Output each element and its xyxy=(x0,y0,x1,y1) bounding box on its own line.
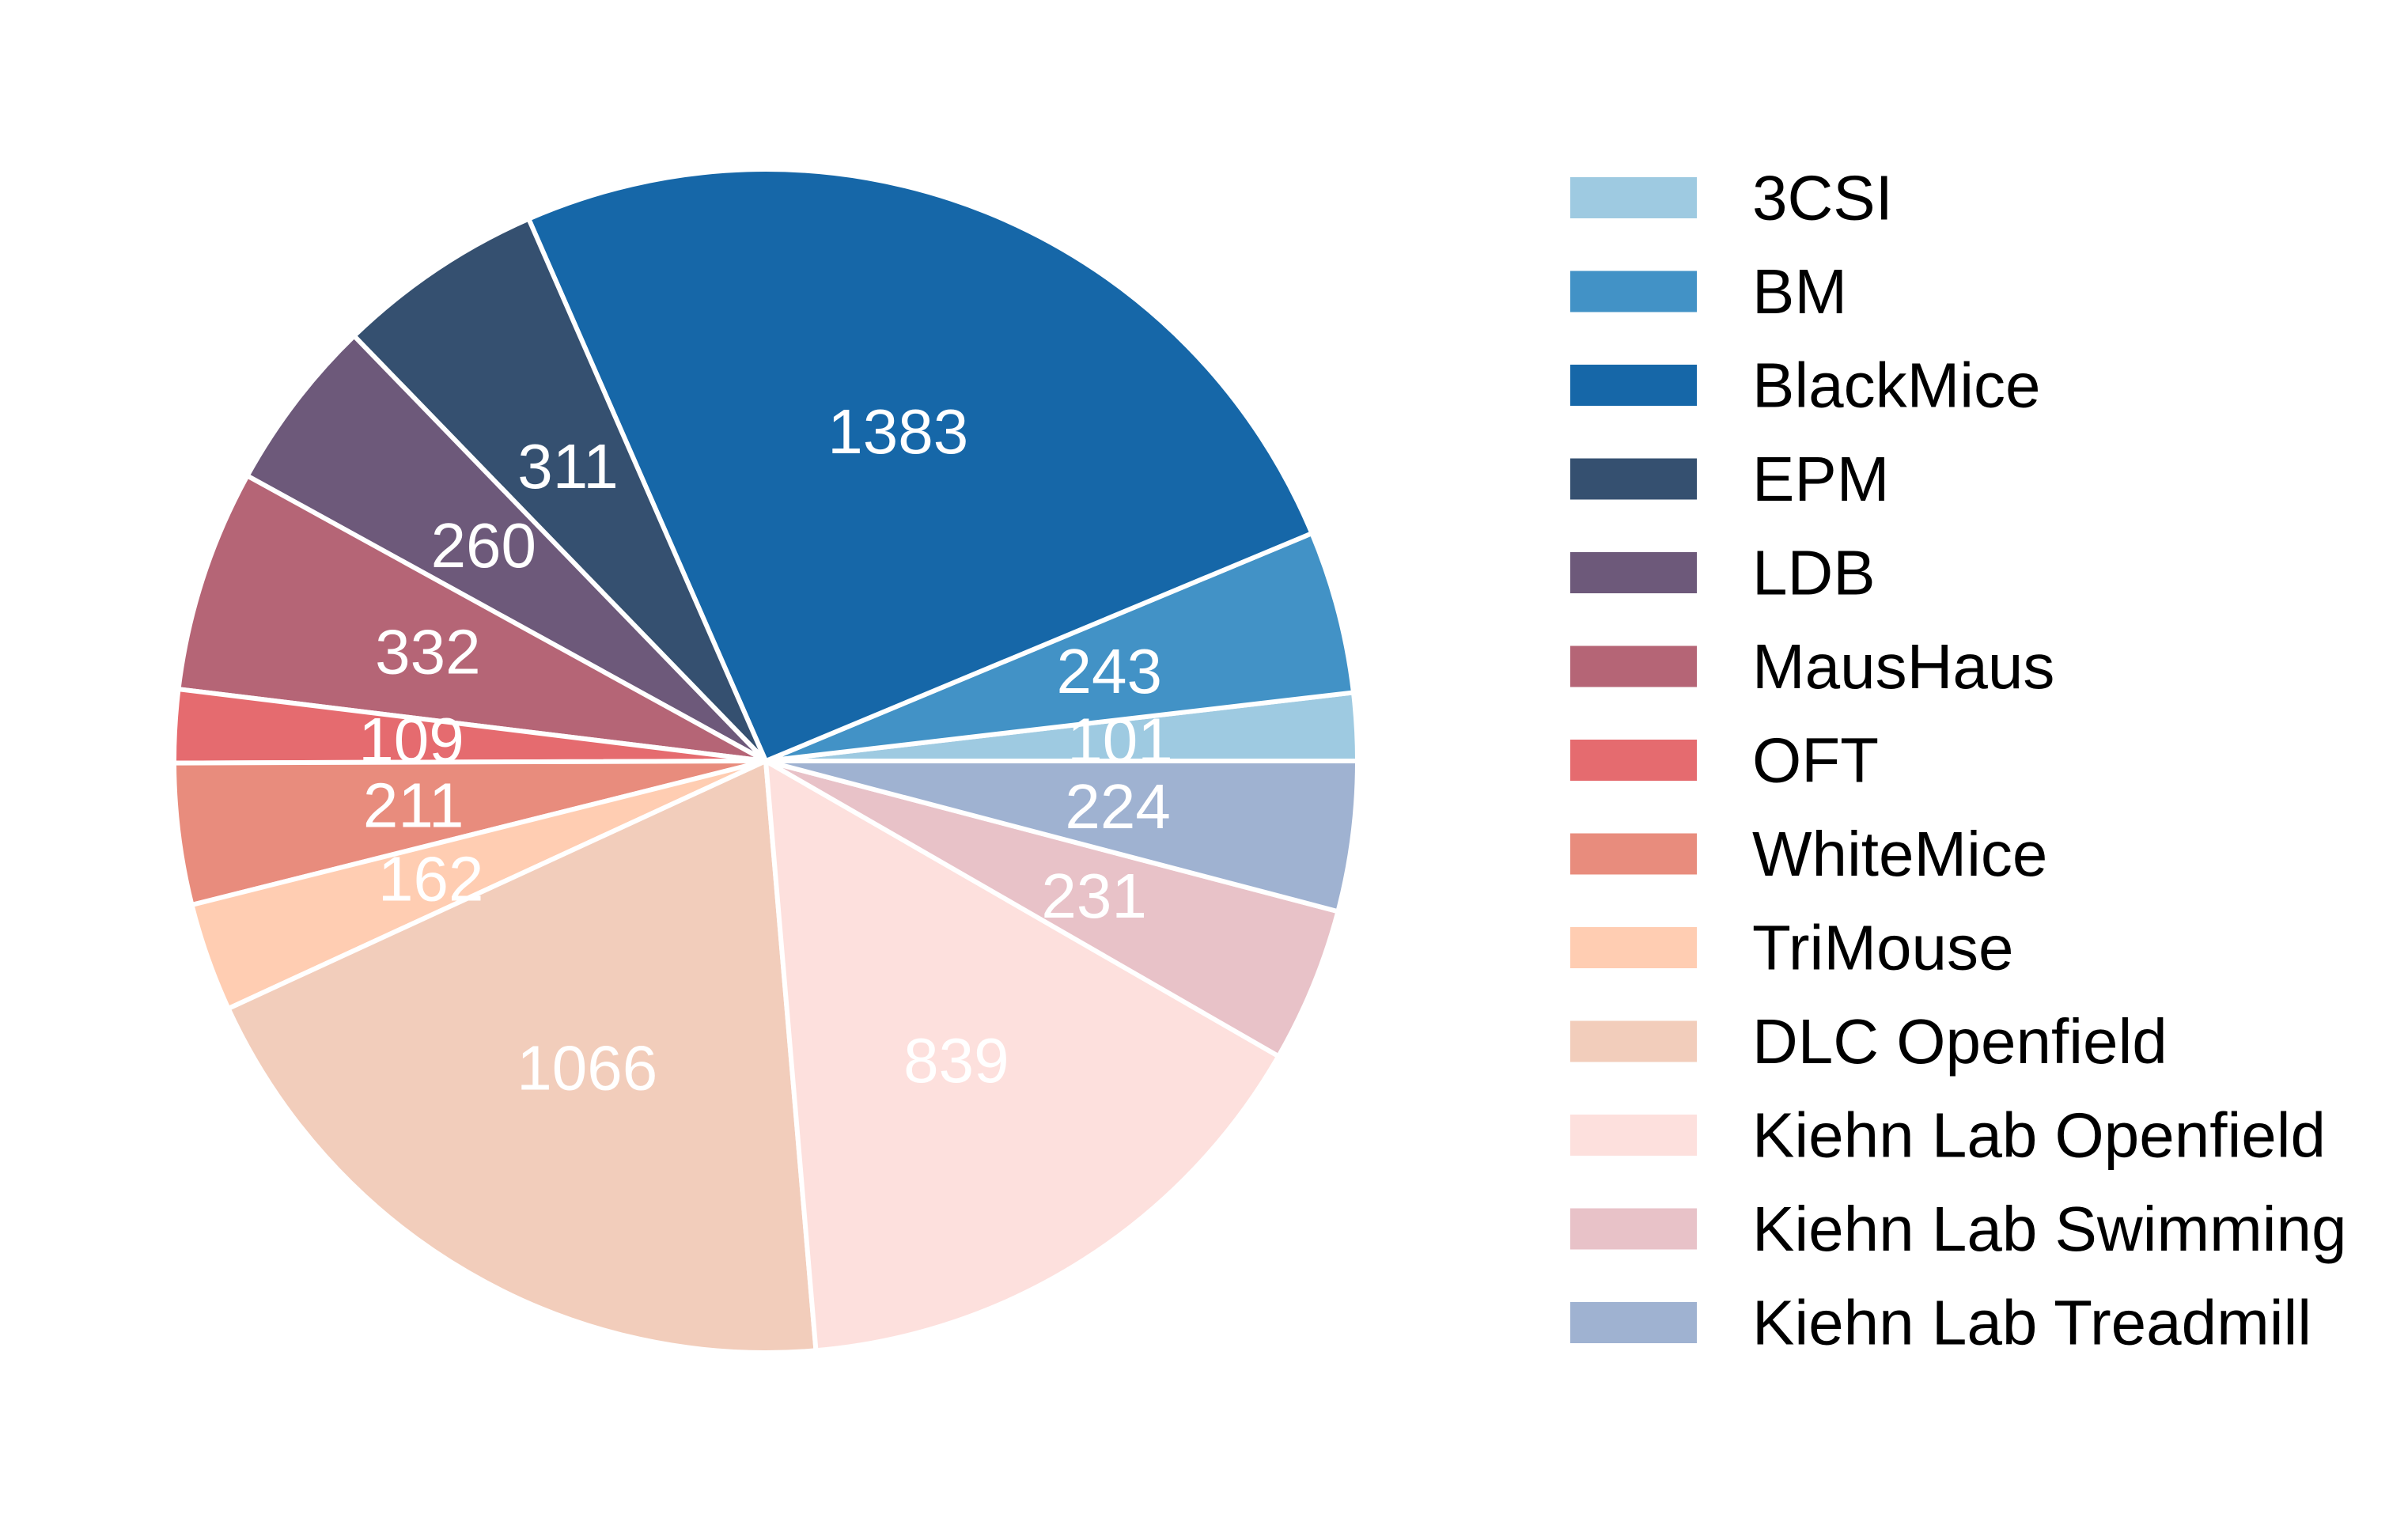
legend-item-kiehn-lab-swimming: Kiehn Lab Swimming xyxy=(1570,1194,2346,1264)
legend-label-epm: EPM xyxy=(1752,444,1889,514)
legend-label-maushaus: MausHaus xyxy=(1752,631,2054,702)
pie-slice-dlc-openfield xyxy=(225,759,819,1355)
legend-label-trimouse: TriMouse xyxy=(1752,913,2013,983)
legend-item-ldb: LDB xyxy=(1570,538,1876,608)
legend-item-3csi: 3CSI xyxy=(1570,163,1893,233)
legend-item-kiehn-lab-openfield: Kiehn Lab Openfield xyxy=(1570,1100,2326,1171)
slice-value-label-trimouse: 162 xyxy=(378,844,483,914)
legend: 3CSI BM BlackMice EPM LDB MausHaus OFT WhiteMic… xyxy=(1570,163,2346,1358)
legend-swatch-whitemice xyxy=(1570,833,1697,875)
legend-swatch-kiehn-lab-openfield xyxy=(1570,1115,1697,1156)
legend-swatch-3csi xyxy=(1570,177,1697,218)
legend-label-kiehn-lab-swimming: Kiehn Lab Swimming xyxy=(1752,1194,2346,1264)
legend-swatch-bm xyxy=(1570,271,1697,312)
pie-slice-kiehn-lab-swimming xyxy=(763,759,1341,1059)
legend-swatch-epm xyxy=(1570,458,1697,500)
legend-item-blackmice: BlackMice xyxy=(1570,350,2041,421)
legend-swatch-oft xyxy=(1570,740,1697,781)
legend-swatch-kiehn-lab-swimming xyxy=(1570,1208,1697,1250)
pie-slice-epm xyxy=(351,216,768,763)
pie-slice-ldb xyxy=(244,333,768,763)
pie-slice-kiehn-lab-openfield xyxy=(763,759,1282,1353)
slice-value-label-whitemice: 211 xyxy=(363,770,464,840)
legend-swatch-dlc-openfield xyxy=(1570,1020,1697,1062)
legend-label-dlc-openfield: DLC Openfield xyxy=(1752,1006,2168,1077)
slice-value-label-kiehn-lab-openfield: 839 xyxy=(903,1025,1009,1096)
legend-label-kiehn-lab-treadmill: Kiehn Lab Treadmill xyxy=(1752,1288,2311,1358)
legend-item-whitemice: WhiteMice xyxy=(1570,819,2047,889)
legend-item-kiehn-lab-treadmill: Kiehn Lab Treadmill xyxy=(1570,1288,2311,1358)
legend-label-oft: OFT xyxy=(1752,725,1879,796)
slice-value-label-epm: 311 xyxy=(517,431,619,502)
slice-value-label-ldb: 260 xyxy=(431,510,536,581)
slice-value-label-dlc-openfield: 1066 xyxy=(517,1032,657,1103)
legend-item-dlc-openfield: DLC Openfield xyxy=(1570,1006,2168,1077)
slice-value-label-3csi: 101 xyxy=(1067,705,1172,775)
slice-value-label-kiehn-lab-swimming: 231 xyxy=(1041,861,1146,931)
legend-item-bm: BM xyxy=(1570,256,1847,327)
legend-item-epm: EPM xyxy=(1570,444,1889,514)
pie-slices xyxy=(172,167,1360,1355)
slice-value-label-kiehn-lab-treadmill: 224 xyxy=(1065,771,1170,842)
legend-swatch-blackmice xyxy=(1570,365,1697,406)
legend-swatch-kiehn-lab-treadmill xyxy=(1570,1302,1697,1343)
legend-label-whitemice: WhiteMice xyxy=(1752,819,2047,889)
legend-item-oft: OFT xyxy=(1570,725,1879,796)
slice-value-label-maushaus: 332 xyxy=(375,617,480,687)
legend-label-kiehn-lab-openfield: Kiehn Lab Openfield xyxy=(1752,1100,2326,1171)
legend-item-trimouse: TriMouse xyxy=(1570,913,2013,983)
slice-value-label-blackmice: 1383 xyxy=(827,396,968,467)
pie-slice-bm xyxy=(763,531,1356,763)
legend-item-maushaus: MausHaus xyxy=(1570,631,2054,702)
slice-value-label-bm: 243 xyxy=(1056,636,1161,706)
pie-slice-maushaus xyxy=(176,473,768,763)
legend-label-3csi: 3CSI xyxy=(1752,163,1893,233)
legend-label-blackmice: BlackMice xyxy=(1752,350,2041,421)
legend-label-ldb: LDB xyxy=(1752,538,1876,608)
slice-value-label-oft: 109 xyxy=(358,705,464,775)
legend-label-bm: BM xyxy=(1752,256,1847,327)
legend-swatch-maushaus xyxy=(1570,645,1697,687)
pie-slice-blackmice xyxy=(526,167,1315,763)
legend-swatch-ldb xyxy=(1570,552,1697,593)
pie-slice-kiehn-lab-treadmill xyxy=(763,759,1360,914)
legend-swatch-trimouse xyxy=(1570,927,1697,968)
